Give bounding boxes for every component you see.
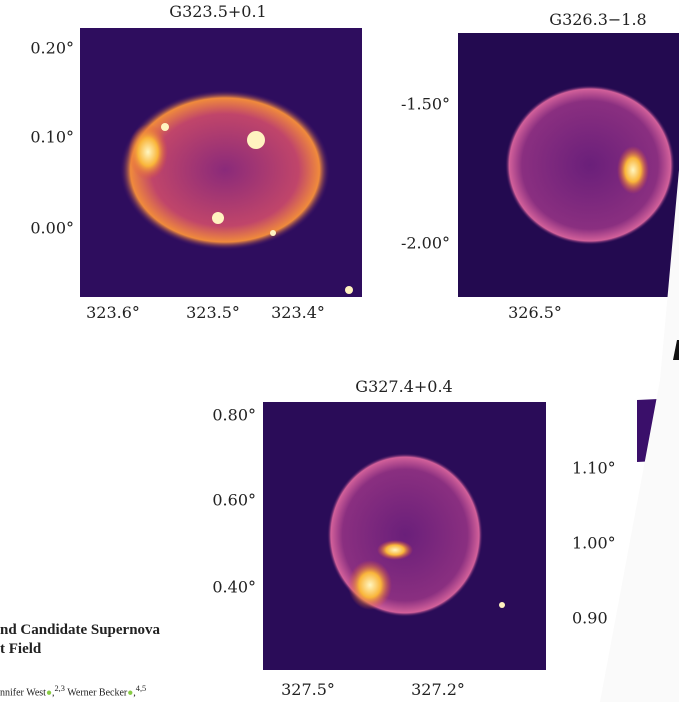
bright-region — [348, 560, 392, 610]
panel-title: G327.4+0.4 — [355, 377, 453, 396]
y-tick-label: 1.00° — [572, 533, 616, 553]
y-tick-label: 0.80° — [212, 405, 256, 425]
paper-title-line: t Field — [0, 641, 42, 657]
x-tick-label: 323.6° — [86, 303, 140, 322]
orcid-icon: ● — [127, 687, 134, 699]
remnant — [505, 85, 675, 245]
paper-sheet — [600, 170, 679, 702]
x-tick-label: 327.2° — [411, 680, 465, 699]
point-source — [270, 230, 276, 236]
panel-title: G326.3−1.8 — [549, 10, 647, 29]
x-tick-label: 327.5° — [281, 680, 335, 699]
bright-region — [617, 146, 649, 194]
y-tick-label: -1.50° — [400, 94, 450, 114]
y-tick-label: 0.20° — [30, 38, 74, 58]
remnant — [120, 90, 330, 250]
paper-title-line: nd Candidate Supernova — [0, 622, 161, 638]
author-list: nnifer West●,2,3 Werner Becker●,4,5 — [0, 684, 147, 699]
y-tick-label: 0.00° — [30, 218, 74, 238]
x-tick-label: 323.5° — [186, 303, 240, 322]
affiliation: 2,3 — [54, 684, 65, 693]
y-tick-label: 1.10° — [572, 458, 616, 478]
author-name: Werner Becker — [67, 687, 128, 699]
bright-region — [128, 124, 168, 180]
author-name: nnifer West — [0, 687, 46, 699]
bright-region — [377, 540, 413, 560]
point-source — [499, 602, 505, 608]
y-tick-label: -2.00° — [400, 233, 450, 253]
x-tick-label: 326.5° — [508, 303, 562, 322]
y-tick-label: 0.10° — [30, 127, 74, 147]
sheet-mark — [673, 340, 679, 360]
affiliation: 4,5 — [135, 684, 147, 693]
point-source — [212, 212, 224, 224]
x-tick-label: 323.4° — [271, 303, 325, 322]
panel-title: G323.5+0.1 — [169, 2, 267, 21]
point-source — [247, 131, 265, 149]
orcid-icon: ● — [45, 687, 52, 699]
y-tick-label: 0.40° — [212, 577, 256, 597]
y-tick-label: 0.90 — [572, 608, 608, 628]
point-source — [161, 123, 169, 131]
y-tick-label: 0.60° — [212, 490, 256, 510]
point-source — [345, 286, 353, 294]
